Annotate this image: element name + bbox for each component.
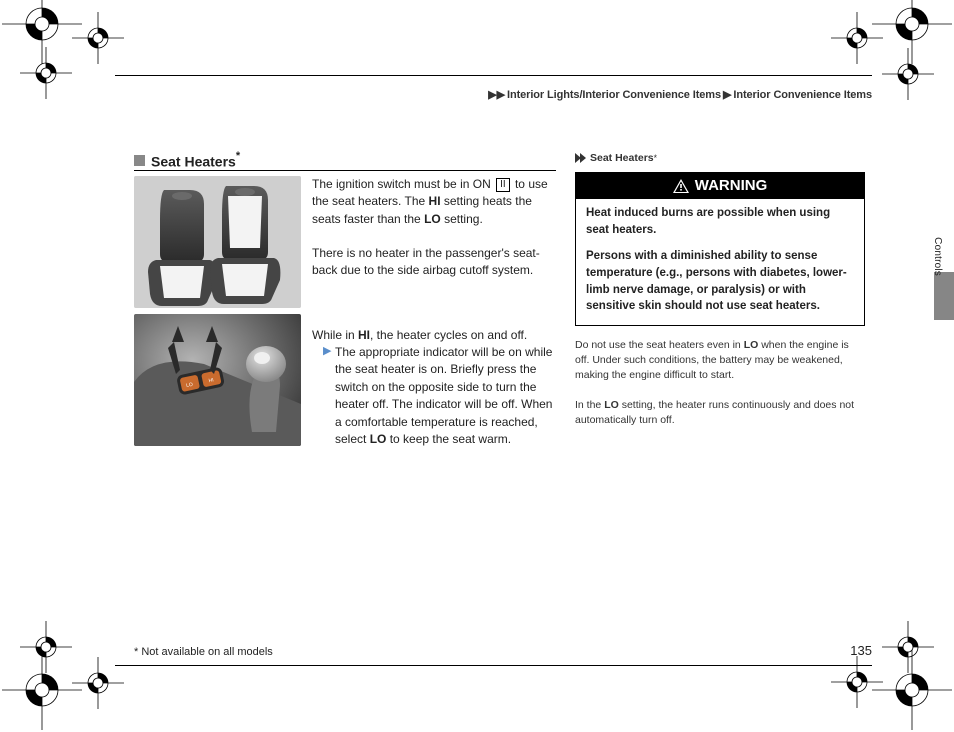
section-rule <box>134 170 556 171</box>
page-bottom-rule <box>115 665 872 666</box>
breadcrumb-arrow-icon: ▶▶ <box>488 88 505 101</box>
figure-console: LO HI <box>134 314 301 446</box>
section-heading-row: Seat Heaters* <box>134 152 240 170</box>
warning-triangle-icon <box>673 179 689 193</box>
registration-mark-icon <box>880 46 936 102</box>
breadcrumb: ▶▶Interior Lights/Interior Convenience I… <box>459 88 872 101</box>
thumb-tab <box>934 272 954 320</box>
figure-seats <box>134 176 301 308</box>
registration-mark-icon <box>70 655 126 711</box>
footnote: * Not available on all models <box>134 646 273 658</box>
registration-mark-icon <box>70 10 126 66</box>
body-paragraph-3: While in HI, the heater cycles on and of… <box>312 327 556 344</box>
body-bullet: The appropriate indicator will be on whi… <box>335 344 556 448</box>
body-paragraph-1: The ignition switch must be in ON II to … <box>312 176 556 228</box>
page-number: 135 <box>850 643 872 658</box>
ignition-on-icon: II <box>496 178 510 192</box>
section-title: Seat Heaters* <box>151 152 240 170</box>
warning-body: Heat induced burns are possible when usi… <box>576 199 864 325</box>
registration-mark-icon <box>829 654 885 710</box>
side-column: Seat Heaters* WARNING Heat induced burns… <box>575 152 865 428</box>
section-marker-icon <box>134 155 145 166</box>
side-heading-icon <box>575 153 587 163</box>
warning-label: WARNING <box>695 177 768 194</box>
breadcrumb-level2: Interior Convenience Items <box>733 89 872 101</box>
side-heading: Seat Heaters* <box>575 152 865 164</box>
warning-header: WARNING <box>576 173 864 199</box>
breadcrumb-level1: Interior Lights/Interior Convenience Ite… <box>507 89 721 101</box>
breadcrumb-sep-icon: ▶ <box>723 88 731 101</box>
registration-mark-icon <box>829 10 885 66</box>
bullet-marker-icon: ▶ <box>323 344 331 357</box>
thumb-tab-label: Controls <box>932 237 943 276</box>
registration-mark-icon <box>18 45 74 101</box>
body-paragraph-2: There is no heater in the passenger's se… <box>312 245 556 280</box>
registration-mark-icon <box>880 619 936 675</box>
page-top-rule <box>115 75 872 76</box>
side-note-1: Do not use the seat heaters even in LO w… <box>575 338 865 384</box>
side-note-2: In the LO setting, the heater runs conti… <box>575 398 865 428</box>
registration-mark-icon <box>18 619 74 675</box>
warning-box: WARNING Heat induced burns are possible … <box>575 172 865 326</box>
